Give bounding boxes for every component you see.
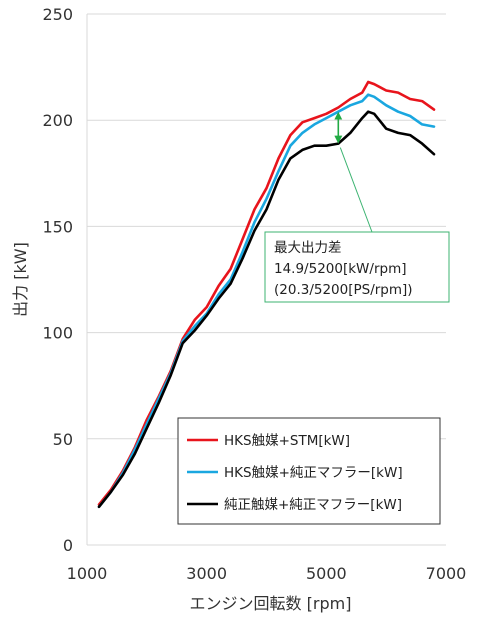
series-layer <box>97 80 436 509</box>
legend-label-1: HKS触媒+STM[kW] <box>224 433 350 449</box>
y-axis-title: 出力 [kW] <box>11 242 30 317</box>
y-tick-label: 0 <box>63 536 73 555</box>
x-axis-title: エンジン回転数 [rpm] <box>190 594 352 613</box>
annotation-box <box>264 231 450 303</box>
x-tick-label: 7000 <box>426 564 467 583</box>
annotation-leader-line <box>339 147 373 233</box>
series-line-3 <box>97 110 436 509</box>
legend-label-3: 純正触媒+純正マフラー[kW] <box>224 497 402 513</box>
series-line-2 <box>97 93 436 509</box>
grid-layer <box>87 13 446 440</box>
annotation-text-line: 最大出力差 <box>274 240 342 256</box>
legend: HKS触媒+STM[kW] HKS触媒+純正マフラー[kW] 純正触媒+純正マフラー… <box>177 417 441 525</box>
annotation-text-line: (20.3/5200[PS/rpm]) <box>274 282 413 298</box>
y-tick-label: 250 <box>42 5 73 24</box>
annotation-layer: 最大出力差 14.9/5200[kW/rpm] (20.3/5200[PS/rpm]… <box>264 111 450 303</box>
axis-layer: 0 50 100 150 200 250 1000 3000 5000 7000 エンジン回転数 [… <box>11 5 466 613</box>
y-tick-label: 100 <box>42 324 73 343</box>
y-tick-label: 150 <box>42 217 73 236</box>
legend-label-2: HKS触媒+純正マフラー[kW] <box>224 465 403 481</box>
legend-box <box>177 417 441 525</box>
y-tick-label: 200 <box>42 111 73 130</box>
x-tick-label: 1000 <box>67 564 108 583</box>
x-tick-label: 5000 <box>306 564 347 583</box>
y-tick-label: 50 <box>53 430 73 449</box>
annotation-text-line: 14.9/5200[kW/rpm] <box>274 261 406 277</box>
x-tick-label: 3000 <box>186 564 227 583</box>
